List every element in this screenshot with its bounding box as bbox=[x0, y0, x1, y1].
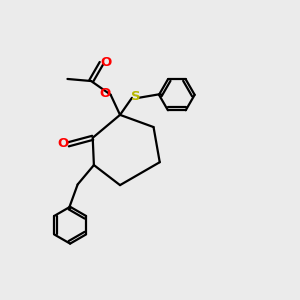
Text: O: O bbox=[100, 87, 111, 100]
Text: S: S bbox=[131, 90, 140, 104]
Text: O: O bbox=[57, 137, 69, 150]
Text: O: O bbox=[100, 56, 112, 69]
